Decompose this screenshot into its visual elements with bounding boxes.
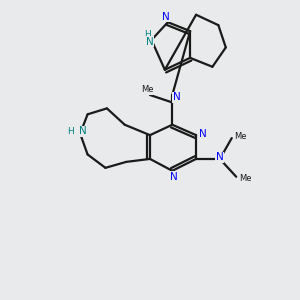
Text: N: N xyxy=(79,126,87,136)
Text: H: H xyxy=(144,30,150,39)
Text: N: N xyxy=(163,12,170,22)
Text: N: N xyxy=(173,92,181,102)
Text: N: N xyxy=(170,172,178,182)
Text: Me: Me xyxy=(234,132,247,141)
Text: N: N xyxy=(216,152,224,162)
Text: Me: Me xyxy=(239,174,251,183)
Text: Me: Me xyxy=(141,85,153,94)
Text: N: N xyxy=(146,37,154,46)
Text: N: N xyxy=(199,129,206,139)
Text: H: H xyxy=(67,127,74,136)
